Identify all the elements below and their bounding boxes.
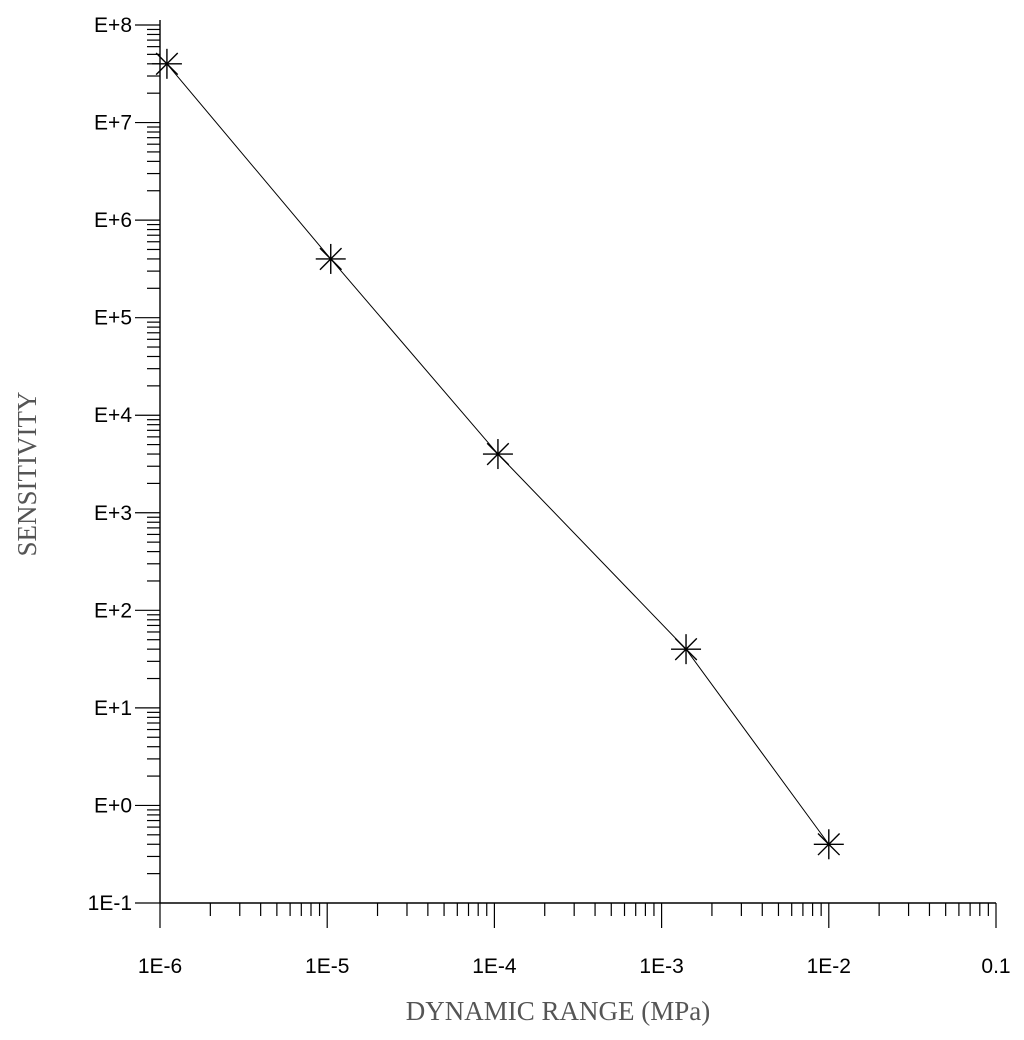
data-point [813,829,844,860]
y-tick-label: E+4 [94,404,132,427]
x-tick-label: 1E-5 [305,955,349,978]
y-tick-label: E+3 [94,502,132,525]
data-point [671,634,702,665]
marker-stroke [486,442,510,466]
data-point [315,243,346,274]
marker-stroke [674,637,698,661]
x-tick-label: 1E-3 [639,955,683,978]
x-tick-label: 1E-2 [807,955,851,978]
data-point [482,439,513,470]
y-tick-label: 1E-1 [88,892,132,915]
y-tick-label: E+8 [94,14,132,37]
y-tick-label: E+1 [94,697,132,720]
marker-stroke [155,52,179,76]
axes [159,20,996,904]
y-axis-ticks: 1E-1 E+0 E+1 E+2 E+3 E+4 E+5 E+6 E+7 E+8 [88,14,160,915]
x-tick-label: 0.1 [981,955,1010,978]
data-series [151,48,844,860]
x-tick-label: 1E-6 [138,955,182,978]
data-point [151,48,182,79]
y-axis-label: SENSITIVITY [12,392,42,557]
y-tick-label: E+0 [94,794,132,817]
marker-stroke [817,832,841,856]
y-tick-label: E+7 [94,112,132,135]
x-tick-label: 1E-4 [472,955,517,978]
y-tick-label: E+2 [94,599,132,622]
x-axis-label: DYNAMIC RANGE (MPa) [406,996,711,1026]
y-tick-label: E+6 [94,209,132,232]
x-axis-ticks: 1E-6 1E-5 1E-4 1E-3 1E-2 0.1 [138,903,1011,978]
marker-stroke [319,247,343,271]
y-tick-label: E+5 [94,307,132,330]
